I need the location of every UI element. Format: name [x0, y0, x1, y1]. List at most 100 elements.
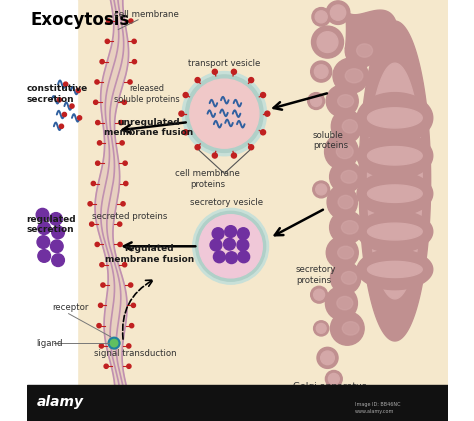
- Circle shape: [95, 80, 99, 84]
- Circle shape: [50, 213, 62, 225]
- Polygon shape: [367, 223, 422, 240]
- Ellipse shape: [341, 221, 358, 234]
- Circle shape: [119, 120, 123, 125]
- Text: alamy: alamy: [37, 395, 84, 410]
- Text: unregulated
membrane fusion: unregulated membrane fusion: [104, 118, 193, 137]
- Ellipse shape: [345, 69, 363, 83]
- Circle shape: [127, 364, 131, 368]
- Ellipse shape: [327, 185, 357, 219]
- Polygon shape: [367, 261, 422, 277]
- Text: signal transduction: signal transduction: [94, 349, 176, 357]
- Circle shape: [199, 215, 262, 278]
- Circle shape: [231, 69, 237, 75]
- Polygon shape: [357, 93, 433, 143]
- Circle shape: [51, 240, 63, 253]
- Ellipse shape: [326, 286, 357, 320]
- Circle shape: [225, 226, 237, 237]
- Circle shape: [129, 19, 133, 23]
- Circle shape: [131, 303, 136, 307]
- Ellipse shape: [330, 262, 361, 294]
- Circle shape: [59, 124, 64, 128]
- Polygon shape: [95, 0, 128, 385]
- Circle shape: [132, 39, 136, 43]
- Circle shape: [210, 239, 222, 251]
- Circle shape: [77, 116, 82, 120]
- Circle shape: [109, 338, 119, 349]
- Circle shape: [179, 111, 184, 116]
- Circle shape: [313, 181, 329, 198]
- Circle shape: [190, 79, 259, 148]
- Circle shape: [52, 254, 64, 266]
- Circle shape: [314, 321, 329, 336]
- Polygon shape: [359, 21, 431, 341]
- Ellipse shape: [337, 246, 354, 259]
- Circle shape: [123, 161, 127, 165]
- FancyArrowPatch shape: [123, 280, 153, 339]
- Circle shape: [237, 228, 249, 240]
- Text: Golgi apparatus: Golgi apparatus: [293, 382, 366, 391]
- Ellipse shape: [341, 272, 356, 284]
- Circle shape: [314, 65, 328, 78]
- Circle shape: [261, 130, 265, 135]
- Text: constitutive
secretion: constitutive secretion: [27, 84, 88, 104]
- Circle shape: [36, 208, 49, 221]
- Ellipse shape: [329, 161, 362, 193]
- Ellipse shape: [342, 322, 359, 335]
- Circle shape: [96, 161, 100, 165]
- Circle shape: [238, 251, 250, 263]
- Text: released
soluble proteins: released soluble proteins: [114, 84, 179, 104]
- Circle shape: [88, 202, 92, 206]
- Circle shape: [128, 283, 133, 287]
- Ellipse shape: [333, 58, 368, 93]
- Circle shape: [312, 8, 330, 26]
- Ellipse shape: [337, 95, 354, 107]
- Circle shape: [308, 93, 325, 109]
- Circle shape: [118, 242, 122, 247]
- Circle shape: [330, 5, 346, 20]
- Polygon shape: [357, 133, 433, 179]
- Text: transport vesicle: transport vesicle: [188, 59, 261, 68]
- Circle shape: [326, 370, 342, 387]
- Circle shape: [57, 98, 62, 102]
- Circle shape: [104, 364, 108, 368]
- Text: secreted proteins: secreted proteins: [92, 212, 167, 221]
- Circle shape: [212, 69, 218, 75]
- Circle shape: [315, 11, 327, 23]
- Ellipse shape: [337, 144, 353, 159]
- Ellipse shape: [331, 109, 362, 143]
- Circle shape: [212, 153, 218, 158]
- Polygon shape: [357, 172, 433, 216]
- Circle shape: [121, 202, 125, 206]
- Circle shape: [261, 93, 265, 98]
- Circle shape: [124, 181, 128, 186]
- Circle shape: [186, 75, 263, 152]
- Circle shape: [310, 61, 332, 82]
- Circle shape: [90, 222, 94, 226]
- Circle shape: [122, 263, 127, 267]
- Circle shape: [311, 26, 344, 58]
- Ellipse shape: [326, 237, 358, 269]
- Circle shape: [213, 251, 225, 263]
- Circle shape: [231, 153, 237, 158]
- Circle shape: [321, 351, 334, 365]
- Circle shape: [70, 104, 74, 108]
- Circle shape: [101, 283, 105, 287]
- Ellipse shape: [329, 210, 363, 244]
- Text: secretory vesicle: secretory vesicle: [190, 198, 263, 207]
- Circle shape: [183, 130, 188, 135]
- Text: ligand: ligand: [36, 338, 62, 348]
- Text: receptor: receptor: [52, 303, 88, 312]
- Circle shape: [310, 96, 322, 107]
- Circle shape: [326, 1, 350, 24]
- Circle shape: [226, 252, 237, 264]
- Circle shape: [91, 181, 95, 186]
- Ellipse shape: [341, 171, 357, 183]
- Text: www.alamy.com: www.alamy.com: [355, 409, 394, 414]
- Ellipse shape: [338, 195, 353, 209]
- Text: Exocytosis: Exocytosis: [31, 11, 130, 29]
- Circle shape: [129, 324, 134, 328]
- Circle shape: [212, 228, 224, 240]
- Circle shape: [100, 263, 104, 267]
- Circle shape: [93, 100, 98, 104]
- Text: soluble
proteins: soluble proteins: [313, 131, 348, 150]
